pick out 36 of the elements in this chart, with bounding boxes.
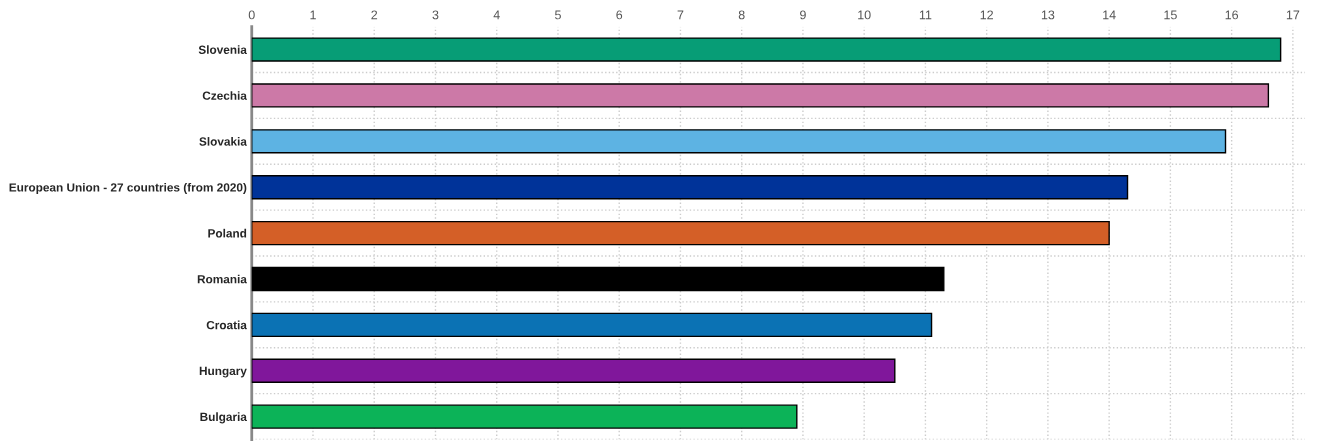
- bar: [251, 358, 896, 383]
- x-tick-label: 7: [677, 10, 684, 20]
- bar: [251, 37, 1282, 62]
- y-tick-label: Czechia: [202, 91, 247, 100]
- x-tick-label: 12: [980, 10, 993, 20]
- x-tick-label: 14: [1103, 10, 1116, 20]
- x-tick-label: 8: [738, 10, 745, 20]
- x-tick-label: 15: [1164, 10, 1177, 20]
- bar: [251, 404, 798, 429]
- x-tick-label: 1: [310, 10, 316, 20]
- x-tick-label: 0: [248, 10, 255, 20]
- x-tick-label: 6: [616, 10, 623, 20]
- x-tick-label: 17: [1286, 10, 1300, 20]
- bar: [251, 220, 1110, 246]
- y-tick-label: European Union - 27 countries (from 2020): [9, 182, 247, 194]
- x-tick-label: 16: [1225, 10, 1239, 20]
- y-tick-label: Romania: [197, 274, 247, 284]
- bar: [251, 83, 1270, 108]
- x-tick-label: 11: [919, 10, 932, 20]
- x-tick-label: 5: [554, 10, 561, 20]
- bar: [251, 129, 1227, 154]
- bar: [251, 266, 945, 292]
- bar: [251, 312, 933, 338]
- y-tick-label: Croatia: [206, 320, 247, 330]
- x-tick-label: 4: [493, 10, 500, 20]
- x-tick-label: 3: [432, 10, 439, 20]
- y-tick-label: Hungary: [199, 366, 247, 378]
- y-tick-label: Bulgaria: [200, 412, 247, 424]
- x-tick-label: 13: [1041, 10, 1055, 20]
- y-tick-label: Slovenia: [198, 45, 247, 54]
- y-tick-label: Poland: [208, 228, 247, 238]
- y-tick-label: Slovakia: [199, 137, 247, 146]
- x-tick-label: 9: [800, 10, 806, 20]
- x-tick-label: 2: [371, 10, 378, 20]
- bar: [251, 175, 1129, 200]
- x-tick-label: 10: [858, 10, 871, 20]
